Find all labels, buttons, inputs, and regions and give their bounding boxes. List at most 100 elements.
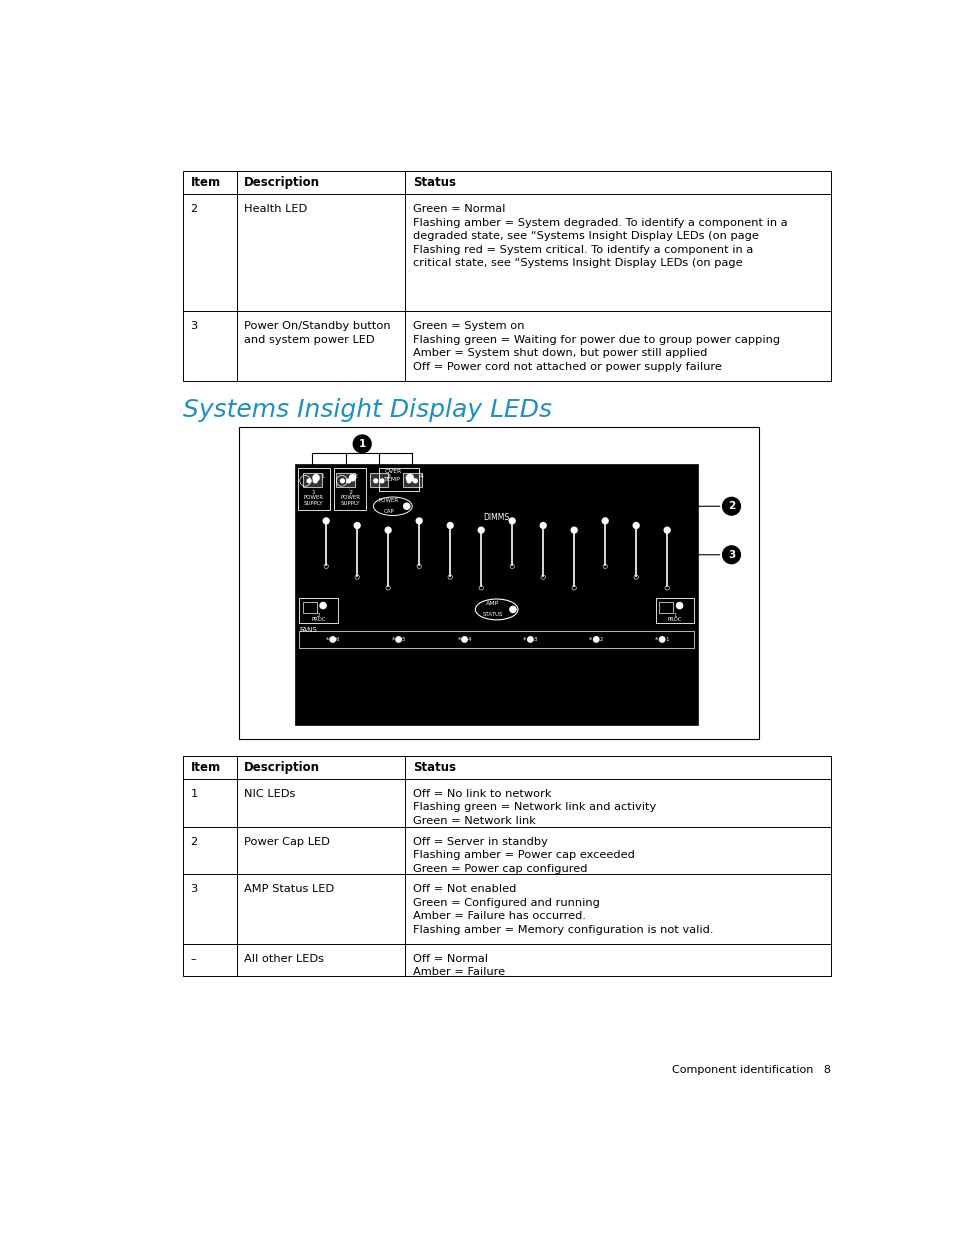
Text: Item: Item [191, 177, 220, 189]
Text: 2: 2 [727, 501, 735, 511]
Text: 3: 3 [191, 321, 197, 331]
Text: 2: 2 [348, 490, 352, 495]
Text: POWER: POWER [303, 495, 323, 500]
Text: CAP: CAP [383, 509, 394, 514]
Text: 2: 2 [191, 205, 197, 215]
Bar [239, 427, 758, 739]
Text: Status: Status [413, 761, 456, 774]
Text: 1: 1 [191, 789, 197, 799]
Circle shape [571, 527, 577, 534]
Text: Item: Item [191, 761, 220, 774]
Bar [303, 601, 316, 614]
Circle shape [509, 517, 515, 524]
Circle shape [379, 479, 383, 483]
Circle shape [313, 474, 319, 480]
Text: 3: 3 [533, 637, 537, 642]
Text: Flashing red = System critical. To identify a component in a: Flashing red = System critical. To ident… [413, 245, 752, 254]
Bar [334, 468, 366, 510]
Text: 1: 1 [319, 474, 323, 479]
Text: *: * [523, 636, 526, 642]
Text: 3: 3 [727, 550, 735, 559]
Text: Power Cap LED: Power Cap LED [244, 836, 330, 846]
Circle shape [659, 637, 664, 642]
Bar [303, 473, 321, 487]
Circle shape [313, 479, 317, 483]
Text: 5: 5 [401, 637, 405, 642]
Text: Amber = Failure has occurred.: Amber = Failure has occurred. [413, 911, 585, 921]
Circle shape [319, 603, 326, 609]
Text: Green = System on: Green = System on [413, 321, 524, 331]
Text: All other LEDs: All other LEDs [244, 953, 324, 963]
Circle shape [601, 517, 607, 524]
Text: Flashing amber = Power cap exceeded: Flashing amber = Power cap exceeded [413, 850, 634, 860]
Text: SUPPLY: SUPPLY [304, 501, 323, 506]
Bar [655, 598, 694, 622]
Text: 3: 3 [386, 474, 390, 479]
Text: Green = Configured and running: Green = Configured and running [413, 898, 599, 908]
Circle shape [721, 498, 740, 515]
Text: –: – [191, 953, 196, 963]
Text: Flashing amber = System degraded. To identify a component in a: Flashing amber = System degraded. To ide… [413, 217, 786, 228]
Circle shape [633, 522, 639, 529]
Bar [369, 473, 388, 487]
Circle shape [307, 479, 311, 483]
Circle shape [374, 479, 377, 483]
Text: PROC: PROC [311, 616, 325, 621]
Text: Flashing green = Waiting for power due to group power capping: Flashing green = Waiting for power due t… [413, 335, 780, 345]
Circle shape [527, 637, 533, 642]
Text: 1: 1 [664, 637, 668, 642]
Text: degraded state, see “Systems Insight Display LEDs (on page: degraded state, see “Systems Insight Dis… [413, 231, 761, 241]
Circle shape [323, 517, 329, 524]
Circle shape [461, 637, 467, 642]
Bar [297, 468, 330, 510]
Text: 4: 4 [467, 637, 471, 642]
Text: Off = Power cord not attached or power supply failure: Off = Power cord not attached or power s… [413, 362, 720, 372]
Text: Description: Description [244, 761, 320, 774]
Text: Green = Power cap configured: Green = Power cap configured [413, 863, 587, 873]
Text: Off = Normal: Off = Normal [413, 953, 487, 963]
Circle shape [406, 474, 413, 482]
Circle shape [416, 517, 421, 524]
Text: STATUS: STATUS [482, 611, 502, 616]
Circle shape [539, 522, 545, 529]
Circle shape [403, 503, 410, 509]
Circle shape [340, 479, 344, 483]
Text: POWER: POWER [340, 495, 360, 500]
Text: NIC LEDs: NIC LEDs [244, 789, 295, 799]
Circle shape [395, 637, 401, 642]
Text: 2: 2 [316, 613, 320, 618]
Circle shape [407, 479, 411, 483]
Text: OVER: OVER [384, 469, 401, 474]
Text: Component identification   8: Component identification 8 [671, 1065, 830, 1074]
Text: AMP: AMP [486, 601, 499, 606]
Text: Green = Normal: Green = Normal [413, 205, 505, 215]
Bar [298, 598, 337, 622]
Circle shape [509, 606, 516, 613]
Text: Off = Not enabled: Off = Not enabled [413, 884, 516, 894]
Circle shape [330, 637, 335, 642]
Text: TEMP: TEMP [384, 477, 401, 482]
Circle shape [593, 637, 598, 642]
Text: 1: 1 [673, 613, 676, 618]
Text: 2: 2 [353, 474, 357, 479]
Text: critical state, see “Systems Insight Display LEDs (on page: critical state, see “Systems Insight Dis… [413, 258, 745, 268]
Circle shape [477, 527, 483, 534]
Bar [659, 601, 673, 614]
Circle shape [676, 603, 682, 609]
Circle shape [413, 479, 416, 483]
Text: Description: Description [244, 177, 320, 189]
Bar [335, 473, 355, 487]
Circle shape [354, 522, 359, 529]
Bar [294, 464, 698, 725]
Text: 6: 6 [335, 637, 339, 642]
Text: 3: 3 [191, 884, 197, 894]
Bar [378, 468, 418, 490]
Text: Amber = System shut down, but power still applied: Amber = System shut down, but power stil… [413, 348, 706, 358]
Text: and system power LED: and system power LED [244, 335, 375, 345]
Circle shape [447, 522, 453, 529]
Text: Off = Server in standby: Off = Server in standby [413, 836, 547, 846]
Text: *: * [589, 636, 592, 642]
Text: FANS: FANS [298, 627, 316, 634]
Text: Off = No link to network: Off = No link to network [413, 789, 551, 799]
Text: POWER: POWER [378, 498, 398, 503]
